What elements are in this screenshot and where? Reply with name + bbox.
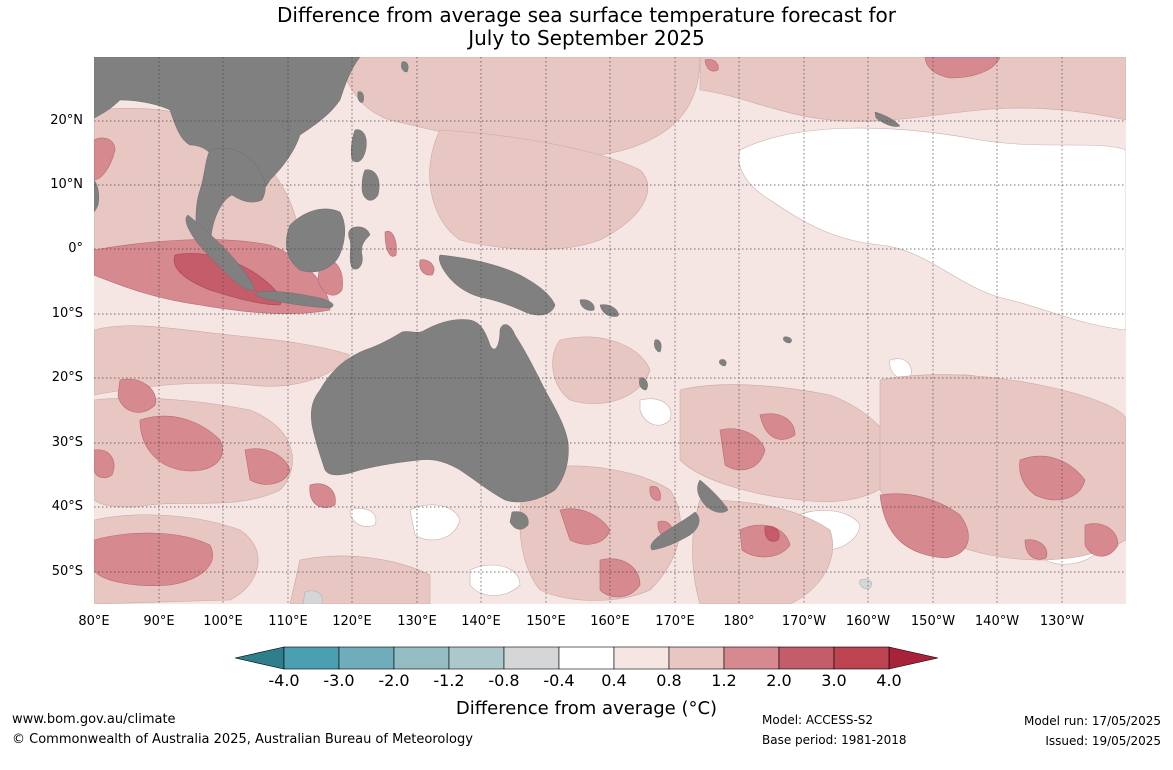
lon-label-100e: 100°E bbox=[203, 614, 243, 629]
base-period: Base period: 1981-2018 bbox=[762, 733, 907, 747]
colorbar-tick: -0.4 bbox=[543, 671, 575, 690]
map-title: Difference from average sea surface temp… bbox=[0, 4, 1173, 50]
colorbar-segment bbox=[778, 646, 835, 670]
colorbar-segment bbox=[393, 646, 450, 670]
lon-label-150e: 150°E bbox=[526, 614, 566, 629]
colorbar-tick: -1.2 bbox=[433, 671, 465, 690]
colorbar-tick: 2.0 bbox=[766, 671, 792, 690]
website-link[interactable]: www.bom.gov.au/climate bbox=[12, 712, 176, 727]
issued-date: Issued: 19/05/2025 bbox=[1045, 734, 1161, 748]
model-name: Model: ACCESS-S2 bbox=[762, 713, 874, 727]
map-plot-area bbox=[94, 57, 1126, 604]
colorbar-segment bbox=[668, 646, 725, 670]
lat-label-40s: 40°S bbox=[51, 499, 83, 514]
colorbar-tick: 0.4 bbox=[601, 671, 627, 690]
lon-label-170e: 170°E bbox=[655, 614, 695, 629]
colorbar-segment bbox=[833, 646, 890, 670]
colorbar-tick: -3.0 bbox=[323, 671, 355, 690]
colorbar-tick: -2.0 bbox=[378, 671, 410, 690]
colorbar-segment bbox=[503, 646, 560, 670]
colorbar-tick: 4.0 bbox=[876, 671, 902, 690]
colorbar-segment bbox=[613, 646, 670, 670]
lon-label-120e: 120°E bbox=[332, 614, 372, 629]
lon-label-110e: 110°E bbox=[268, 614, 308, 629]
lat-label-10n: 10°N bbox=[50, 177, 83, 192]
lon-label-140e: 140°E bbox=[461, 614, 501, 629]
colorbar-segment bbox=[283, 646, 340, 670]
colorbar-tick: -0.8 bbox=[488, 671, 520, 690]
lon-label-160w: 160°W bbox=[845, 614, 891, 629]
colorbar-extend-low bbox=[234, 646, 285, 670]
colorbar-title: Difference from average (°C) bbox=[455, 698, 718, 719]
map-title-line2: July to September 2025 bbox=[468, 26, 705, 50]
colorbar-segment bbox=[723, 646, 780, 670]
anomaly-cool-patches bbox=[302, 578, 872, 604]
land-masses bbox=[94, 57, 901, 551]
lon-label-160e: 160°E bbox=[590, 614, 630, 629]
lon-label-140w: 140°W bbox=[974, 614, 1020, 629]
lon-label-90e: 90°E bbox=[143, 614, 175, 629]
colorbar-segment bbox=[558, 646, 615, 670]
lat-label-30s: 30°S bbox=[51, 435, 83, 450]
lon-label-130w: 130°W bbox=[1039, 614, 1085, 629]
copyright-notice: © Commonwealth of Australia 2025, Austra… bbox=[12, 732, 473, 747]
lat-label-20n: 20°N bbox=[50, 113, 83, 128]
lon-label-170w: 170°W bbox=[781, 614, 827, 629]
colorbar-tick: 3.0 bbox=[821, 671, 847, 690]
colorbar-segment bbox=[448, 646, 505, 670]
lat-label-0: 0° bbox=[68, 241, 83, 256]
lat-label-50s: 50°S bbox=[51, 564, 83, 579]
colorbar-tick: -4.0 bbox=[268, 671, 300, 690]
lon-label-130e: 130°E bbox=[397, 614, 437, 629]
colorbar-tick: 0.8 bbox=[656, 671, 682, 690]
colorbar-segment bbox=[338, 646, 395, 670]
colorbar-extend-high bbox=[888, 646, 939, 670]
lat-label-20s: 20°S bbox=[51, 370, 83, 385]
lat-label-10s: 10°S bbox=[51, 306, 83, 321]
lon-label-150w: 150°W bbox=[910, 614, 956, 629]
lon-label-180: 180° bbox=[723, 614, 755, 629]
graticule bbox=[94, 57, 1126, 604]
map-title-line1: Difference from average sea surface temp… bbox=[276, 3, 896, 27]
model-run-date: Model run: 17/05/2025 bbox=[1023, 714, 1161, 728]
colorbar bbox=[234, 646, 939, 670]
lon-label-80e: 80°E bbox=[78, 614, 110, 629]
colorbar-tick: 1.2 bbox=[711, 671, 737, 690]
